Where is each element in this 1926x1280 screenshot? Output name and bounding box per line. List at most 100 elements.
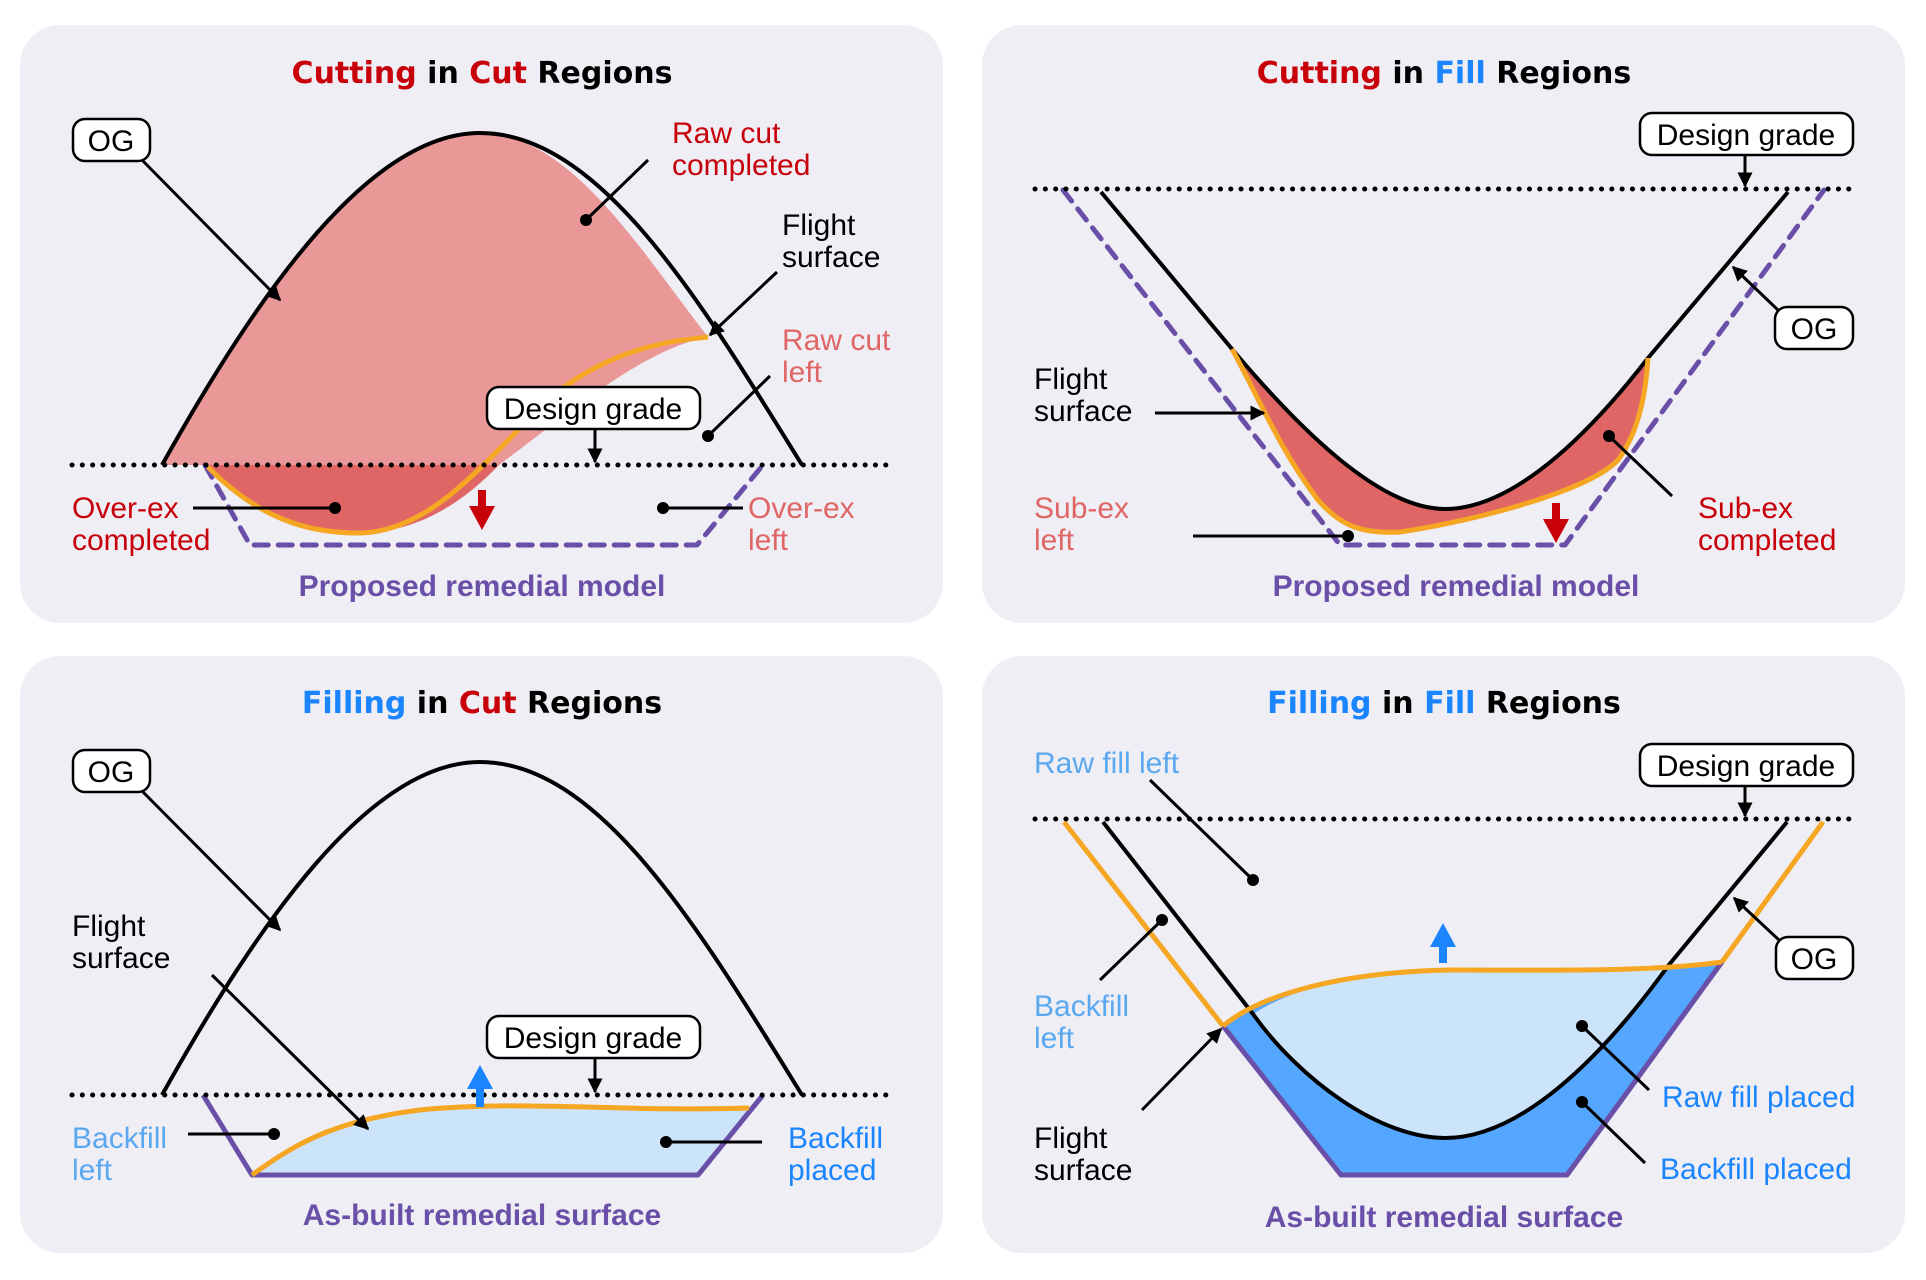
label-line: completed <box>672 149 810 182</box>
flight-surface-label: Flight surface <box>72 910 170 975</box>
panel-title: Filling in Cut Regions <box>302 686 662 721</box>
panel-background <box>982 25 1905 623</box>
raw-fill-placed-region <box>1253 966 1668 1138</box>
og-callout-label: OG <box>88 125 135 158</box>
label-line: Raw cut <box>672 117 781 150</box>
title-word: Fill <box>1434 56 1485 91</box>
title-word: Filling <box>302 686 406 721</box>
og-callout <box>71 748 152 794</box>
raw-fill-placed-leader <box>1580 1024 1651 1092</box>
panel-subtitle: As-built remedial surface <box>1265 1201 1623 1234</box>
flight-surface-label: Flight surface <box>1034 1122 1132 1187</box>
backfill-right-slope-line <box>1719 820 1826 964</box>
raw-cut-completed-leader <box>584 158 650 222</box>
raw-cut-completed-label: Raw cut completed <box>672 117 810 182</box>
title-word: Regions <box>1475 686 1620 721</box>
backfill-left-leader <box>1098 918 1164 982</box>
label-line: left <box>1034 1022 1075 1055</box>
flight-surface-label: Flight surface <box>1034 363 1132 428</box>
label-line: Over-ex <box>72 492 179 525</box>
raw-fill-placed-label: Raw fill placed <box>1662 1081 1855 1114</box>
backfill-placed-leader <box>1580 1100 1647 1165</box>
title-word: Cut <box>469 56 527 91</box>
og-leader-arrow <box>141 159 282 302</box>
cut-down-arrow-icon <box>469 490 495 530</box>
label-line: Over-ex <box>748 492 855 525</box>
og-line <box>1101 820 1789 1141</box>
label-line: Flight <box>72 910 146 943</box>
flight-surface-leader-arrow <box>708 270 779 337</box>
raw-cut-left-leader <box>706 374 772 438</box>
design-grade-callout-label: Design grade <box>1657 119 1835 152</box>
backfill-left-label: Backfill left <box>1034 990 1137 1055</box>
flight-surface-line <box>1229 347 1651 535</box>
panel-subtitle: Proposed remedial model <box>299 570 666 603</box>
fill-up-arrow-icon <box>1430 923 1456 963</box>
panel-subtitle: As-built remedial surface <box>303 1199 661 1232</box>
label-line: Backfill <box>1034 990 1129 1023</box>
label-line: left <box>72 1154 113 1187</box>
title-word: Regions <box>527 56 672 91</box>
flight-surface-line <box>1221 959 1723 1028</box>
label-line: Sub-ex <box>1698 492 1793 525</box>
label-line: surface <box>72 942 170 975</box>
label-line: completed <box>72 524 210 557</box>
title-word: in <box>1382 56 1435 91</box>
og-callout-label: OG <box>1791 943 1838 976</box>
flight-surface-leader-arrow <box>1140 1027 1223 1112</box>
design-grade-callout-label: Design grade <box>504 1022 682 1055</box>
panel-filling-in-fill: Filling in Fill Regions Design grade OG … <box>982 656 1905 1253</box>
og-callout-label: OG <box>88 756 135 789</box>
title-word: in <box>406 686 459 721</box>
label-line: completed <box>1698 524 1836 557</box>
og-line <box>160 130 804 467</box>
label-line: Flight <box>1034 1122 1108 1155</box>
title-word: in <box>1372 686 1425 721</box>
og-callout-label: OG <box>1791 313 1838 346</box>
og-leader-arrow <box>1732 896 1781 942</box>
title-word: Cutting <box>292 56 417 91</box>
sub-ex-completed-region <box>1232 349 1648 533</box>
label-line: Backfill <box>72 1122 167 1155</box>
label-line: Flight <box>1034 363 1108 396</box>
panel-filling-in-cut: Filling in Cut Regions OG Design grade F… <box>20 656 943 1253</box>
og-callout <box>1773 305 1855 351</box>
title-word: Regions <box>1486 56 1631 91</box>
flight-surface-leader-arrow <box>210 973 370 1131</box>
raw-fill-left-leader <box>1148 778 1255 882</box>
label-line: left <box>748 524 789 557</box>
flight-surface-line <box>250 1103 750 1178</box>
panel-background <box>20 656 943 1253</box>
sub-ex-completed-leader <box>1607 434 1674 498</box>
design-grade-callout-label: Design grade <box>1657 750 1835 783</box>
og-leader-arrow <box>1731 265 1780 312</box>
over-ex-left-label: Over-ex left <box>748 492 863 557</box>
flight-surface-line <box>206 334 709 536</box>
title-word: Cut <box>459 686 517 721</box>
panel-cutting-in-fill: Cutting in Fill Regions Design grade OG … <box>982 25 1905 623</box>
label-line: Raw cut <box>782 324 891 357</box>
design-grade-callout-label: Design grade <box>504 393 682 426</box>
backfill-left-slope-line <box>1062 820 1225 1028</box>
label-line: surface <box>1034 395 1132 428</box>
as-built-remedial-surface-line <box>1221 960 1725 1178</box>
panel-title: Filling in Fill Regions <box>1267 686 1621 721</box>
proposed-remedial-model-line <box>202 462 766 548</box>
backfill-placed-label: Backfill placed <box>788 1122 891 1187</box>
backfill-left-label: Backfill left <box>72 1122 175 1187</box>
label-line: Flight <box>782 209 856 242</box>
over-ex-completed-label: Over-ex completed <box>72 492 210 557</box>
panel-cutting-in-cut: Cutting in Cut Regions OG Design grade R… <box>20 25 943 623</box>
sub-ex-left-label: Sub-ex left <box>1034 492 1137 557</box>
label-line: left <box>782 356 823 389</box>
raw-fill-left-label: Raw fill left <box>1034 747 1180 780</box>
label-line: placed <box>788 1154 876 1187</box>
label-line: surface <box>782 241 880 274</box>
panel-title: Cutting in Cut Regions <box>292 56 673 91</box>
label-line: surface <box>1034 1154 1132 1187</box>
title-word: Fill <box>1424 686 1475 721</box>
sub-ex-completed-label: Sub-ex completed <box>1698 492 1836 557</box>
flight-surface-label: Flight surface <box>782 209 880 274</box>
label-line: Sub-ex <box>1034 492 1129 525</box>
